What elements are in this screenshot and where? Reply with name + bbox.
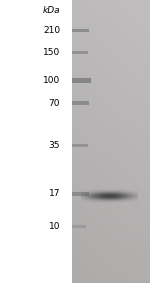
Bar [72, 144, 88, 147]
Text: kDa: kDa [42, 6, 60, 15]
Bar [0, 0, 72, 283]
Text: 17: 17 [48, 189, 60, 198]
Text: 35: 35 [48, 141, 60, 150]
Text: 100: 100 [43, 76, 60, 85]
Text: 150: 150 [43, 48, 60, 57]
Bar [72, 78, 91, 83]
Text: 210: 210 [43, 26, 60, 35]
Bar [72, 101, 89, 105]
Bar [72, 51, 88, 54]
Bar [72, 192, 89, 196]
Text: 10: 10 [48, 222, 60, 231]
Text: 70: 70 [48, 99, 60, 108]
Bar [72, 225, 86, 228]
Bar [72, 29, 89, 32]
